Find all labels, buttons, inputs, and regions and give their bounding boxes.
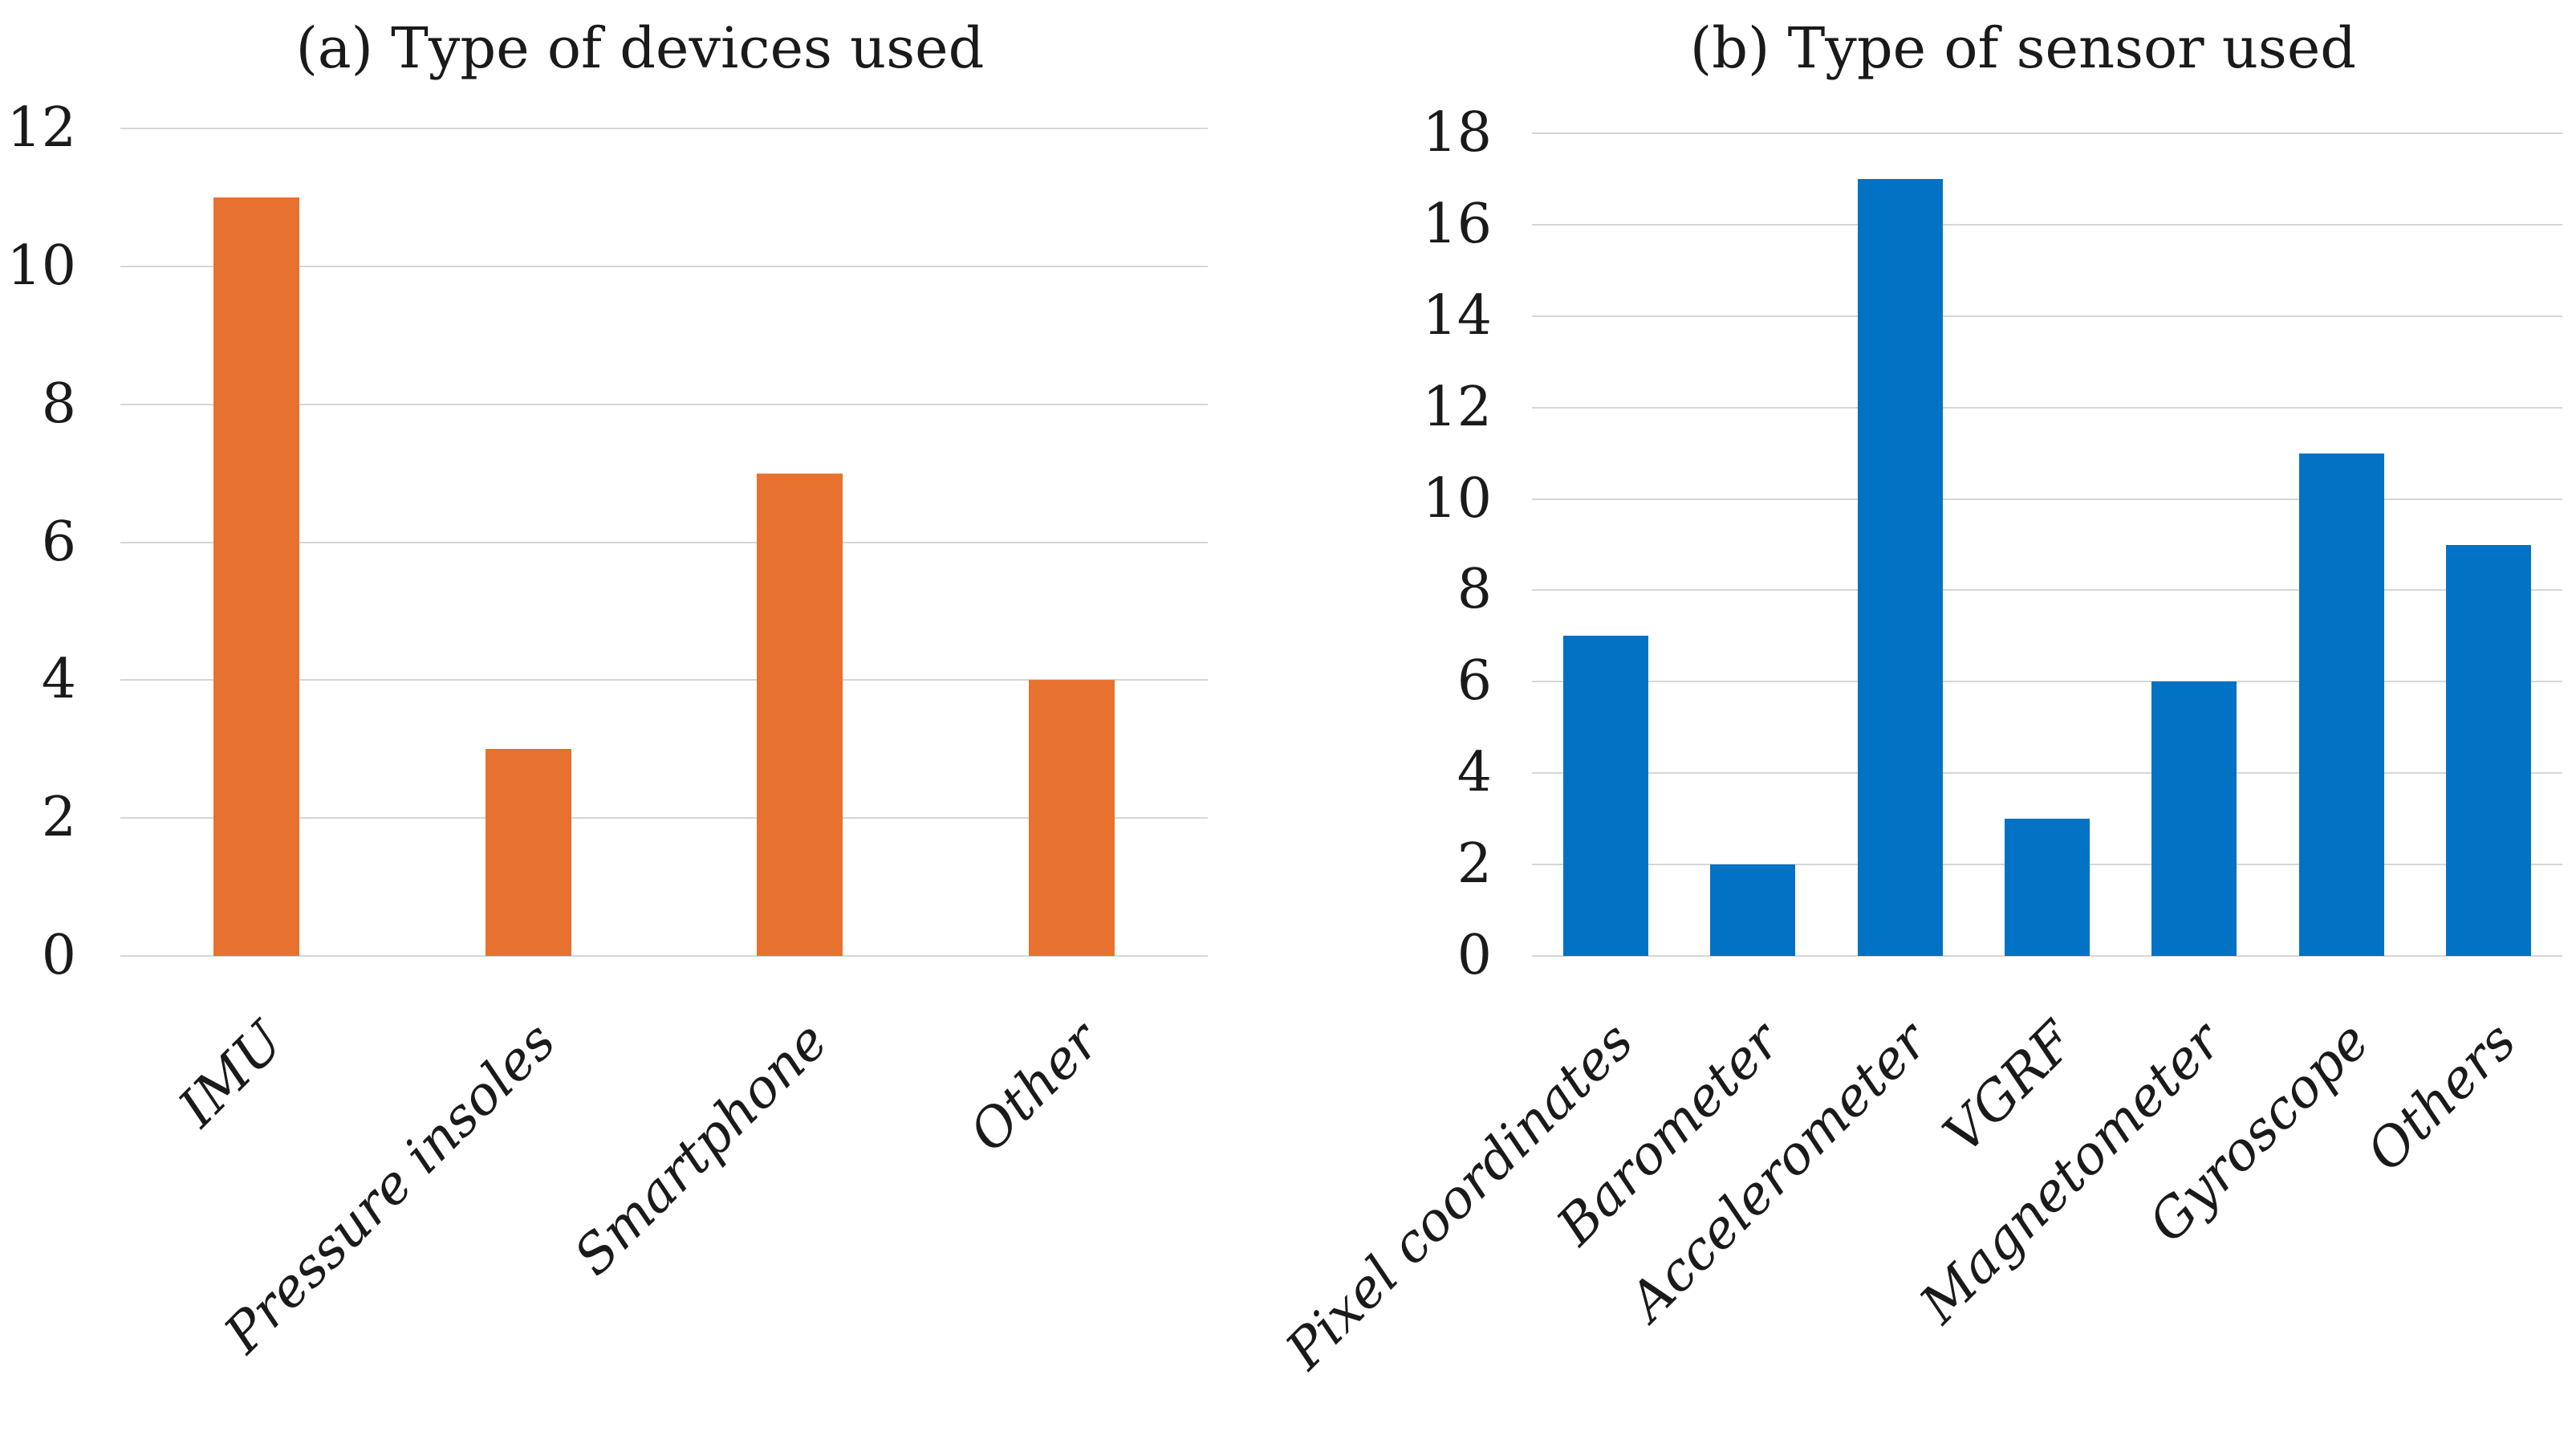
gridline [1532, 132, 2562, 134]
bar-vgrf [2005, 819, 2090, 956]
gridline [1532, 315, 2562, 317]
y-tick-label: 2 [1457, 832, 1492, 897]
chart-sensors-used: (b) Type of sensor used 0 2 4 6 8 10 12 14 16 18 P… [1274, 0, 2576, 1381]
chart-title: (b) Type of sensor used [1689, 15, 2357, 81]
bar-accelerometer [1857, 178, 1943, 956]
y-tick-label: 6 [1457, 649, 1492, 714]
gridline [1532, 681, 2562, 683]
gridline [120, 955, 1208, 957]
y-tick-label: 6 [41, 510, 76, 574]
y-tick-label: 14 [1422, 283, 1492, 348]
gridline [120, 128, 1208, 129]
chart-devices-used: (a) Type of devices used 0 2 4 6 8 10 12 IMU Pre… [0, 0, 1288, 1365]
bar-pressure-insoles [485, 749, 571, 956]
y-tick-label: 0 [41, 924, 76, 987]
gridline [1532, 772, 2562, 775]
y-tick-label: 0 [1457, 924, 1492, 987]
y-tick-label: 10 [1422, 466, 1492, 531]
gridline [1532, 955, 2562, 957]
y-tick-label: 4 [41, 648, 76, 712]
bar-chart-figure: (a) Type of devices used 0 2 4 6 8 10 12 IMU Pre… [0, 0, 2576, 1381]
gridline [1532, 406, 2562, 409]
bar-barometer [1710, 864, 1796, 956]
gridline [120, 541, 1208, 543]
y-tick-label: 10 [6, 234, 76, 298]
y-tick-label: 18 [1422, 101, 1492, 165]
gridline [120, 265, 1208, 267]
bar-magnetometer [2151, 681, 2237, 956]
y-tick-label: 8 [41, 372, 76, 436]
y-tick-label: 8 [1457, 558, 1492, 622]
y-tick-label: 4 [1457, 741, 1492, 805]
gridline [1532, 223, 2562, 226]
bar-others [2446, 544, 2532, 956]
gridline [1532, 589, 2562, 592]
y-tick-label: 12 [1422, 375, 1492, 439]
bar-pixel-coordinates [1562, 636, 1648, 956]
gridline [120, 403, 1208, 405]
y-tick-label: 16 [1422, 192, 1492, 256]
y-tick-label: 12 [6, 96, 76, 160]
bar-smartphone [757, 473, 843, 956]
chart-title: (a) Type of devices used [295, 15, 985, 81]
gridline [120, 679, 1208, 681]
gridline [120, 817, 1208, 820]
bar-imu [213, 197, 299, 956]
bar-other [1029, 680, 1115, 956]
y-tick-label: 2 [41, 786, 76, 850]
bar-gyroscope [2298, 453, 2384, 956]
gridline [1532, 498, 2562, 500]
